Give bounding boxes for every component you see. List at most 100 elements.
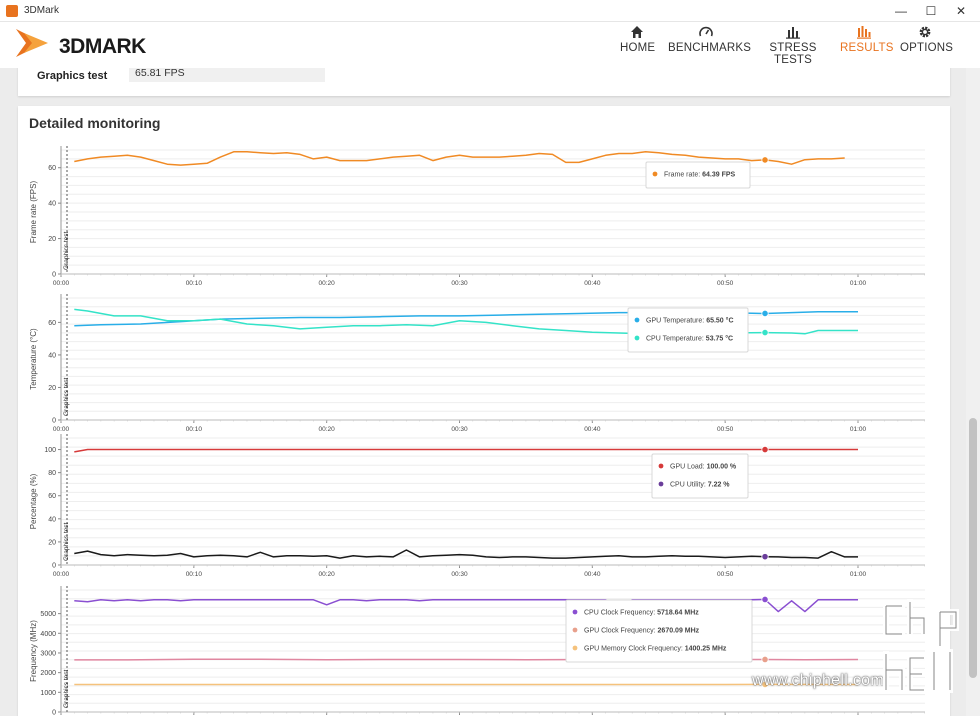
x-tick-label: 00:20 (319, 571, 336, 578)
bars-icon (786, 27, 800, 39)
watermark-logo (883, 599, 959, 693)
y-tick-label: 20 (48, 385, 56, 392)
watermark-url: www.chiphell.com (752, 672, 884, 689)
app-header: 3DMARK HOME BENCHMARKS STRESS TESTS (0, 22, 980, 68)
tooltip-swatch (572, 645, 578, 651)
chart-panel-2: Graphics test 0 20 40 60 Temperature (°C) 00:0… (29, 294, 925, 433)
x-tick-label: 00:10 (186, 571, 203, 578)
nav-results-label: RESULTS (840, 42, 894, 54)
y-axis-label: Frequency (MHz) (29, 620, 38, 682)
y-tick-label: 0 (52, 418, 56, 425)
chart-tooltip: CPU Clock Frequency: 5718.64 MHz GPU Cloc… (565, 599, 753, 663)
test-marker-label: Graphics test (63, 378, 70, 416)
highlight-point[interactable] (761, 156, 769, 164)
tooltip-swatch (572, 627, 578, 633)
chart-panel-4: Graphics test 0 1000 2000 3000 4000 5000Freque… (29, 586, 925, 716)
tooltip-box (651, 453, 749, 499)
tooltip-box (645, 161, 751, 189)
y-tick-label: 3000 (40, 650, 56, 657)
scrollbar-thumb[interactable] (969, 418, 977, 678)
test-marker-label: Graphics test (63, 523, 70, 561)
tooltip-swatch (658, 463, 664, 469)
y-tick-label: 40 (48, 516, 56, 523)
nav-stress-tests-label: STRESS TESTS (769, 42, 817, 66)
highlight-point[interactable] (761, 553, 769, 561)
nav-home[interactable]: HOME (620, 24, 656, 54)
series-line-2 (74, 658, 859, 661)
y-tick-label: 0 (52, 563, 56, 570)
x-tick-label: 00:40 (584, 426, 601, 433)
y-tick-label: 20 (48, 539, 56, 546)
nav-stress-tests[interactable]: STRESS TESTS (756, 24, 830, 66)
x-tick-label: 00:30 (451, 280, 468, 287)
x-tick-label: 01:00 (850, 280, 867, 287)
nav-options-label: OPTIONS (900, 42, 954, 54)
highlight-point[interactable] (761, 680, 769, 689)
highlight-point[interactable] (761, 655, 769, 664)
tooltip-swatch (634, 317, 640, 323)
highlight-point[interactable] (761, 309, 769, 318)
highlight-point[interactable] (761, 445, 769, 454)
chart-tooltip: GPU Load: 100.00 % CPU Utility: 7.22 % (651, 453, 749, 499)
app-icon (6, 5, 18, 17)
y-tick-label: 5000 (40, 611, 56, 618)
highlight-point[interactable] (761, 328, 769, 337)
tooltip-box (565, 599, 753, 663)
nav-home-label: HOME (620, 42, 656, 54)
x-tick-label: 00:20 (319, 280, 336, 287)
series-line-1 (74, 151, 845, 166)
window-title: 3DMark (24, 5, 60, 16)
x-tick-label: 00:30 (451, 571, 468, 578)
y-tick-label: 60 (48, 165, 56, 172)
x-tick-label: 00:10 (186, 426, 203, 433)
brand-logo[interactable]: 3DMARK (14, 27, 164, 59)
window-titlebar: 3DMark — ☐ ✕ (0, 0, 980, 22)
tooltip-text: CPU Clock Frequency: 5718.64 MHz (584, 610, 699, 617)
chart-panel-3: Graphics test 0 20 40 60 80 100 Percentage (%) 0… (29, 434, 925, 578)
summary-value: 65.81 FPS (135, 68, 185, 79)
nav-benchmarks[interactable]: BENCHMARKS (668, 24, 752, 54)
minimize-button[interactable]: — (895, 4, 907, 18)
nav-benchmarks-label: BENCHMARKS (668, 42, 752, 54)
x-tick-label: 00:50 (717, 426, 734, 433)
y-axis-label: Frame rate (FPS) (29, 181, 38, 244)
tooltip-text: CPU Temperature: 53.75 °C (646, 335, 733, 343)
chart-panel-1: Graphics test 0 20 40 60 Frame rate (FPS) 00:0… (29, 146, 925, 287)
close-button[interactable]: ✕ (955, 4, 967, 18)
x-tick-label: 01:00 (850, 571, 867, 578)
nav-options[interactable]: OPTIONS (900, 24, 954, 54)
x-tick-label: 00:50 (717, 571, 734, 578)
y-tick-label: 40 (48, 201, 56, 208)
tooltip-swatch (652, 171, 658, 177)
x-tick-label: 00:40 (584, 280, 601, 287)
gear-icon (919, 26, 931, 38)
logo-wing-icon (16, 29, 48, 57)
y-tick-label: 60 (48, 320, 56, 327)
x-tick-label: 00:00 (53, 280, 70, 287)
test-marker-label: Graphics test (63, 670, 70, 708)
home-icon (631, 26, 643, 38)
results-content[interactable]: Graphics test 65.81 FPS Detailed monitor… (0, 68, 980, 716)
chart-tooltip: GPU Temperature: 65.50 °C CPU Temperature… (627, 307, 749, 353)
summary-value-box: 65.81 FPS (129, 68, 325, 82)
x-tick-label: 00:40 (584, 571, 601, 578)
summary-card: Graphics test 65.81 FPS (18, 68, 950, 96)
nav-results[interactable]: RESULTS (840, 24, 894, 54)
maximize-button[interactable]: ☐ (925, 4, 937, 18)
tooltip-text: CPU Utility: 7.22 % (670, 482, 730, 489)
highlight-point[interactable] (761, 595, 769, 604)
y-tick-label: 2000 (40, 670, 56, 677)
tooltip-text: GPU Load: 100.00 % (670, 464, 737, 471)
tooltip-swatch (572, 609, 578, 615)
y-tick-label: 1000 (40, 690, 56, 697)
vertical-scrollbar[interactable] (966, 68, 980, 716)
y-tick-label: 0 (52, 272, 56, 279)
y-tick-label: 40 (48, 352, 56, 359)
tooltip-swatch (658, 481, 664, 487)
y-tick-label: 100 (44, 447, 56, 454)
results-icon (857, 26, 871, 39)
x-tick-label: 00:00 (53, 571, 70, 578)
y-tick-label: 60 (48, 493, 56, 500)
y-tick-label: 4000 (40, 631, 56, 638)
